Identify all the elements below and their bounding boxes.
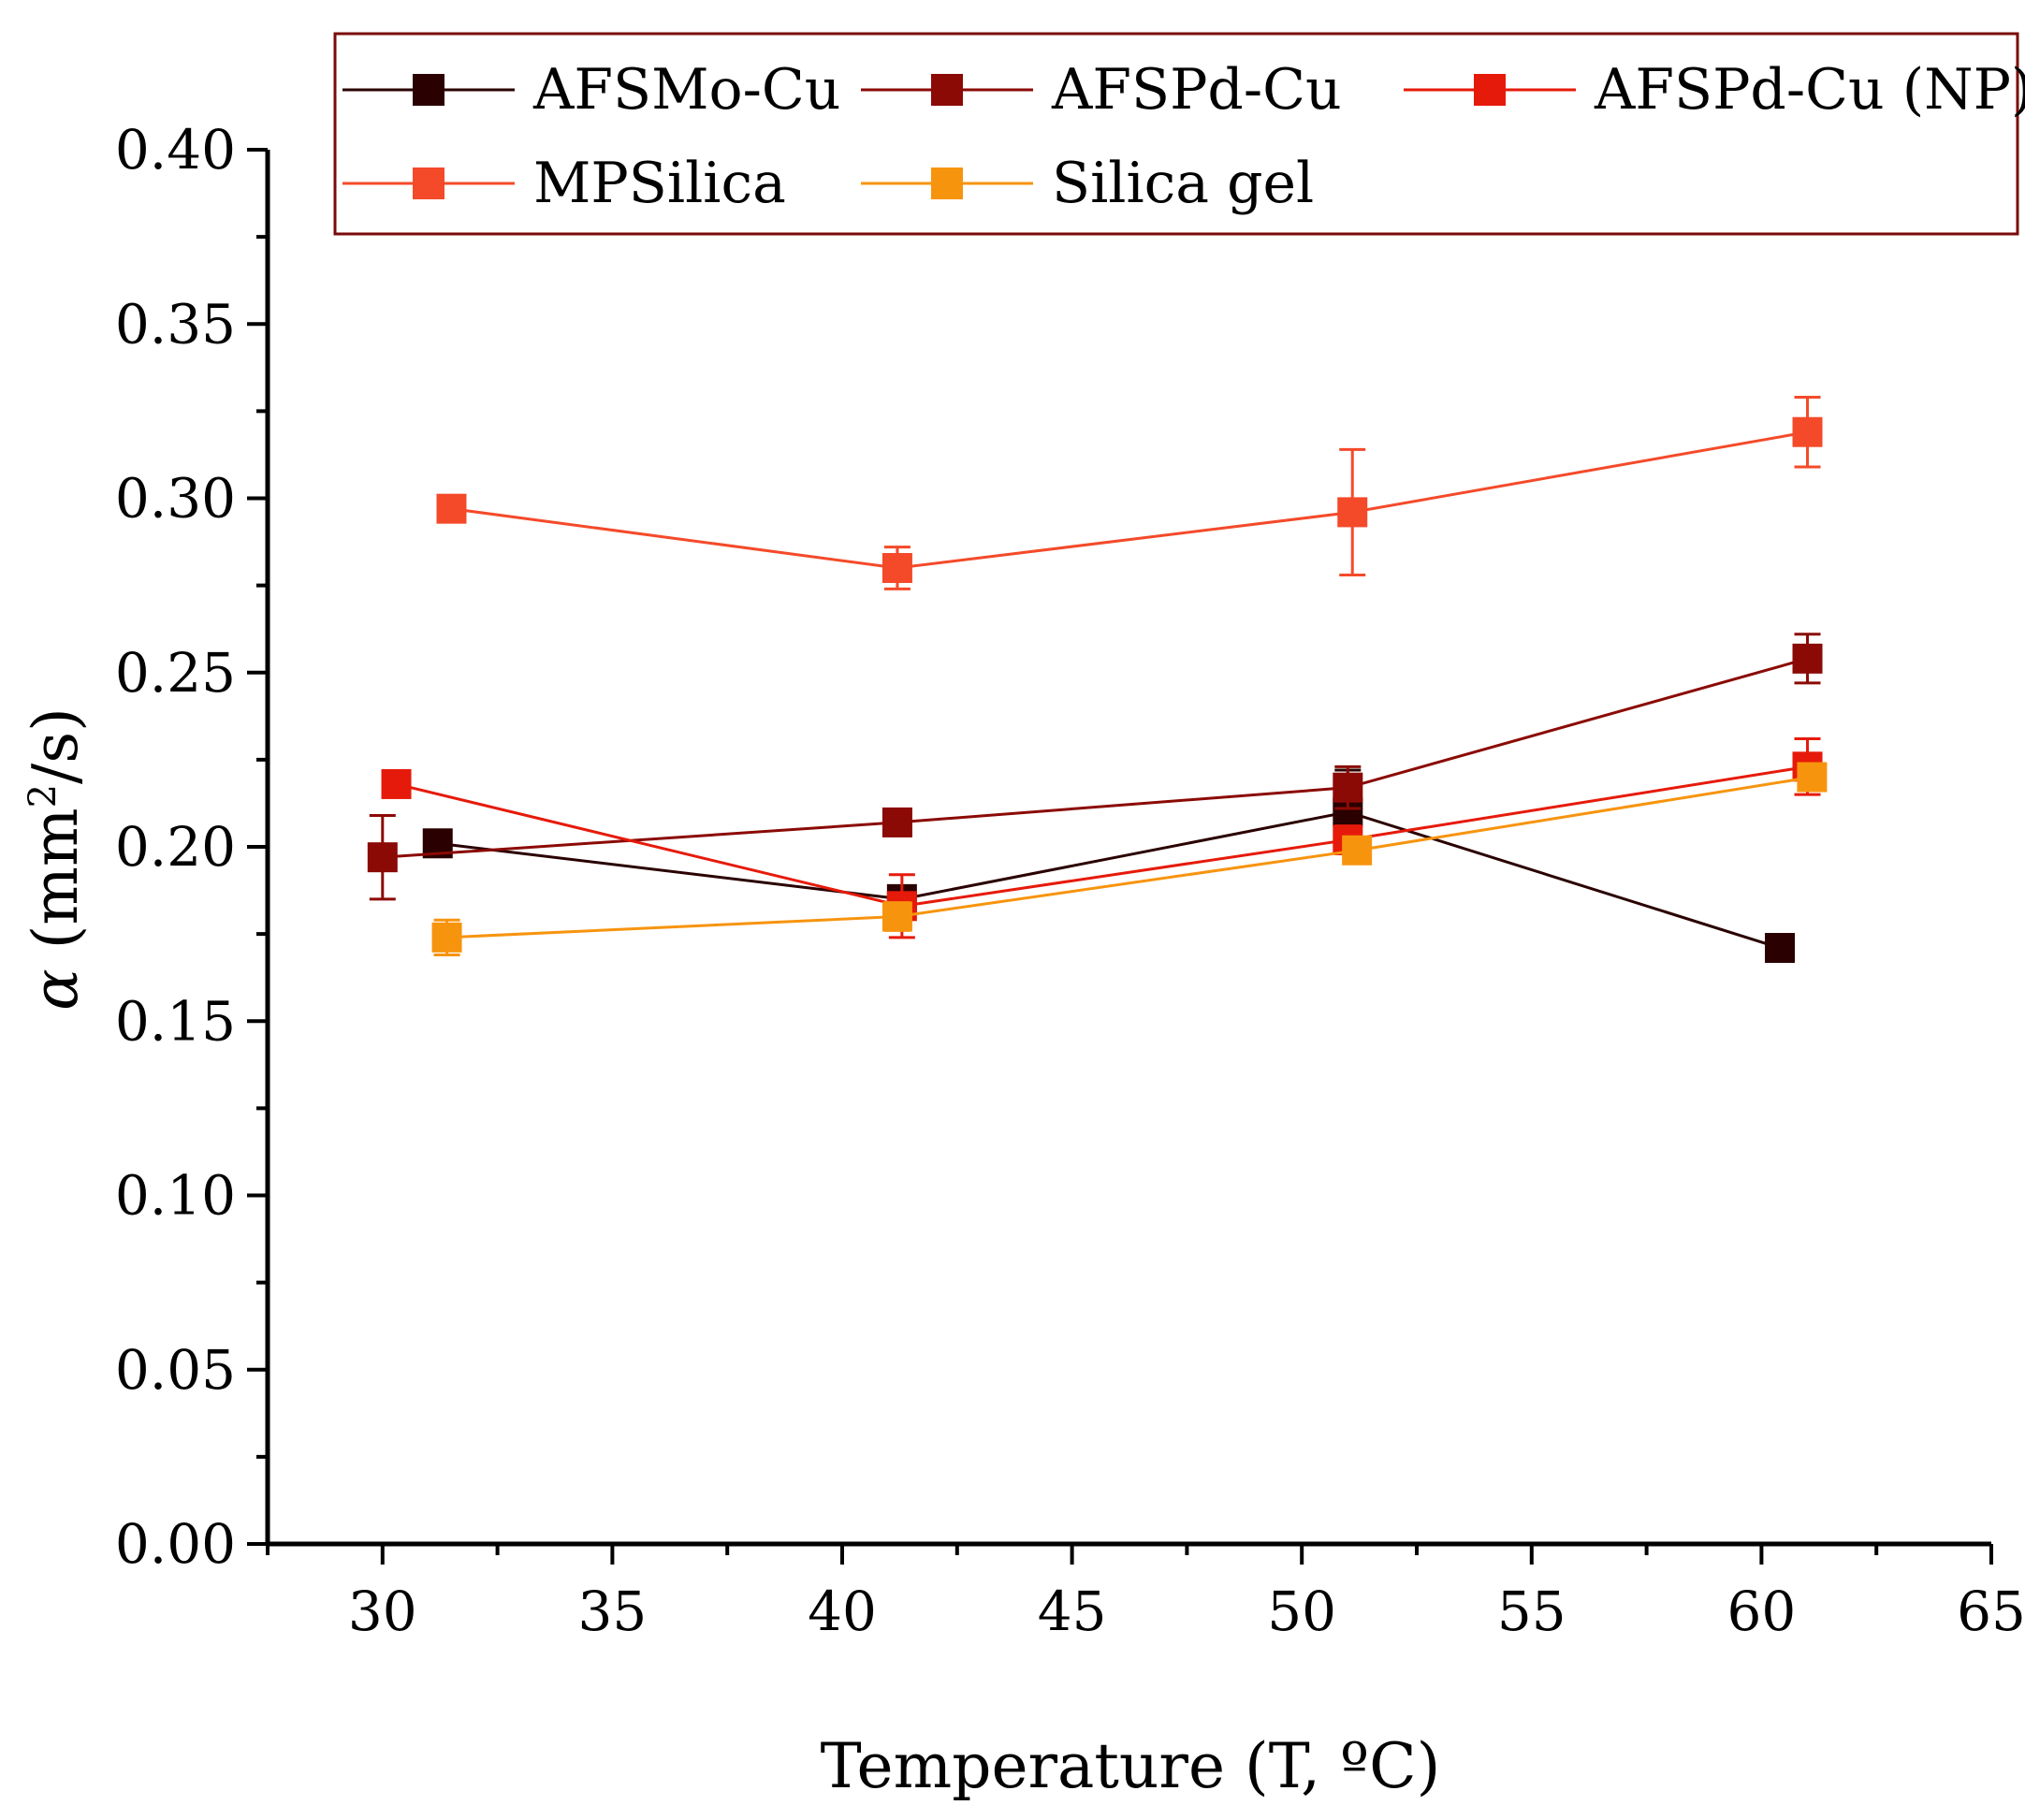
- legend-label: MPSilica: [533, 151, 786, 216]
- legend-marker: [931, 74, 963, 106]
- data-point: [881, 553, 912, 583]
- series-silica-gel: [431, 762, 1828, 956]
- legend-entry: MPSilica: [342, 151, 786, 216]
- plot-area: [367, 395, 1828, 964]
- legend-entry: AFSPd-Cu (NP): [1404, 57, 2025, 123]
- legend-entry: AFSPd-Cu: [861, 57, 1342, 123]
- y-tick-label: 0.10: [115, 1164, 236, 1228]
- data-point: [1792, 416, 1823, 447]
- y-tick-label: 0.25: [115, 641, 236, 705]
- y-tick-label: 0.15: [115, 989, 236, 1053]
- series-afsmo-cu: [422, 768, 1796, 964]
- series-afspd-cu-np: [381, 737, 1823, 939]
- series-line: [446, 776, 1813, 939]
- series-line: [437, 810, 1781, 950]
- legend-label: AFSPd-Cu (NP): [1594, 57, 2025, 123]
- data-point: [1337, 497, 1368, 528]
- legend-label: AFSPd-Cu: [1051, 57, 1342, 123]
- data-point: [1797, 762, 1828, 793]
- x-tick-label: 65: [1957, 1580, 2025, 1643]
- data-point: [431, 922, 462, 953]
- legend-marker: [1474, 74, 1506, 106]
- y-axis-unit-open: (mm: [20, 808, 92, 968]
- series-mpsilica: [436, 395, 1823, 590]
- series-afspd-cu: [367, 633, 1823, 901]
- x-tick-label: 30: [348, 1580, 417, 1643]
- legend: AFSMo-Cu AFSPd-Cu AFSPd-Cu (NP) MPSilica Sil…: [333, 32, 2025, 236]
- x-tick-label: 40: [808, 1580, 877, 1643]
- y-axis-symbol: α: [20, 968, 92, 1011]
- y-tick-label: 0.05: [115, 1338, 236, 1402]
- legend-label: AFSMo-Cu: [532, 57, 840, 123]
- y-tick-label: 0.30: [115, 467, 236, 531]
- series-line: [451, 430, 1808, 570]
- series-line: [382, 657, 1808, 859]
- y-tick-label: 0.40: [115, 118, 236, 182]
- y-tick-label: 0.35: [115, 292, 236, 356]
- legend-entry: Silica gel: [861, 151, 1314, 216]
- x-tick-label: 55: [1497, 1580, 1566, 1643]
- y-tick-label: 0.20: [115, 815, 236, 879]
- series-line: [396, 764, 1808, 908]
- y-axis-title: α (mm2/s): [20, 707, 92, 1011]
- data-point: [1333, 772, 1363, 803]
- y-tick-label: 0.00: [115, 1512, 236, 1576]
- data-point: [1792, 643, 1823, 674]
- data-point: [1765, 933, 1796, 964]
- legend-marker: [413, 74, 444, 106]
- y-axis-unit-sup: 2: [22, 784, 65, 808]
- data-point: [881, 807, 912, 837]
- x-tick-label: 50: [1267, 1580, 1336, 1643]
- x-axis-title: Temperature (T, ºC): [821, 1730, 1441, 1802]
- data-point: [436, 493, 467, 524]
- data-point: [367, 842, 398, 873]
- y-axis-unit-close: /s): [20, 707, 92, 784]
- legend-marker: [931, 167, 963, 199]
- legend-entry: AFSMo-Cu: [342, 57, 840, 123]
- legend-box: [333, 32, 2019, 236]
- legend-label: Silica gel: [1052, 151, 1314, 216]
- data-point: [381, 768, 412, 799]
- data-point: [881, 901, 912, 932]
- x-tick-label: 60: [1726, 1580, 1796, 1643]
- axes: 30 35 40 45 50 55 60 65 0.00 0.05 0.10 0.15 0.20 0.25…: [115, 118, 2025, 1643]
- x-tick-label: 35: [577, 1580, 647, 1643]
- x-tick-label: 45: [1038, 1580, 1107, 1643]
- data-point: [1342, 835, 1373, 866]
- legend-marker: [413, 167, 444, 199]
